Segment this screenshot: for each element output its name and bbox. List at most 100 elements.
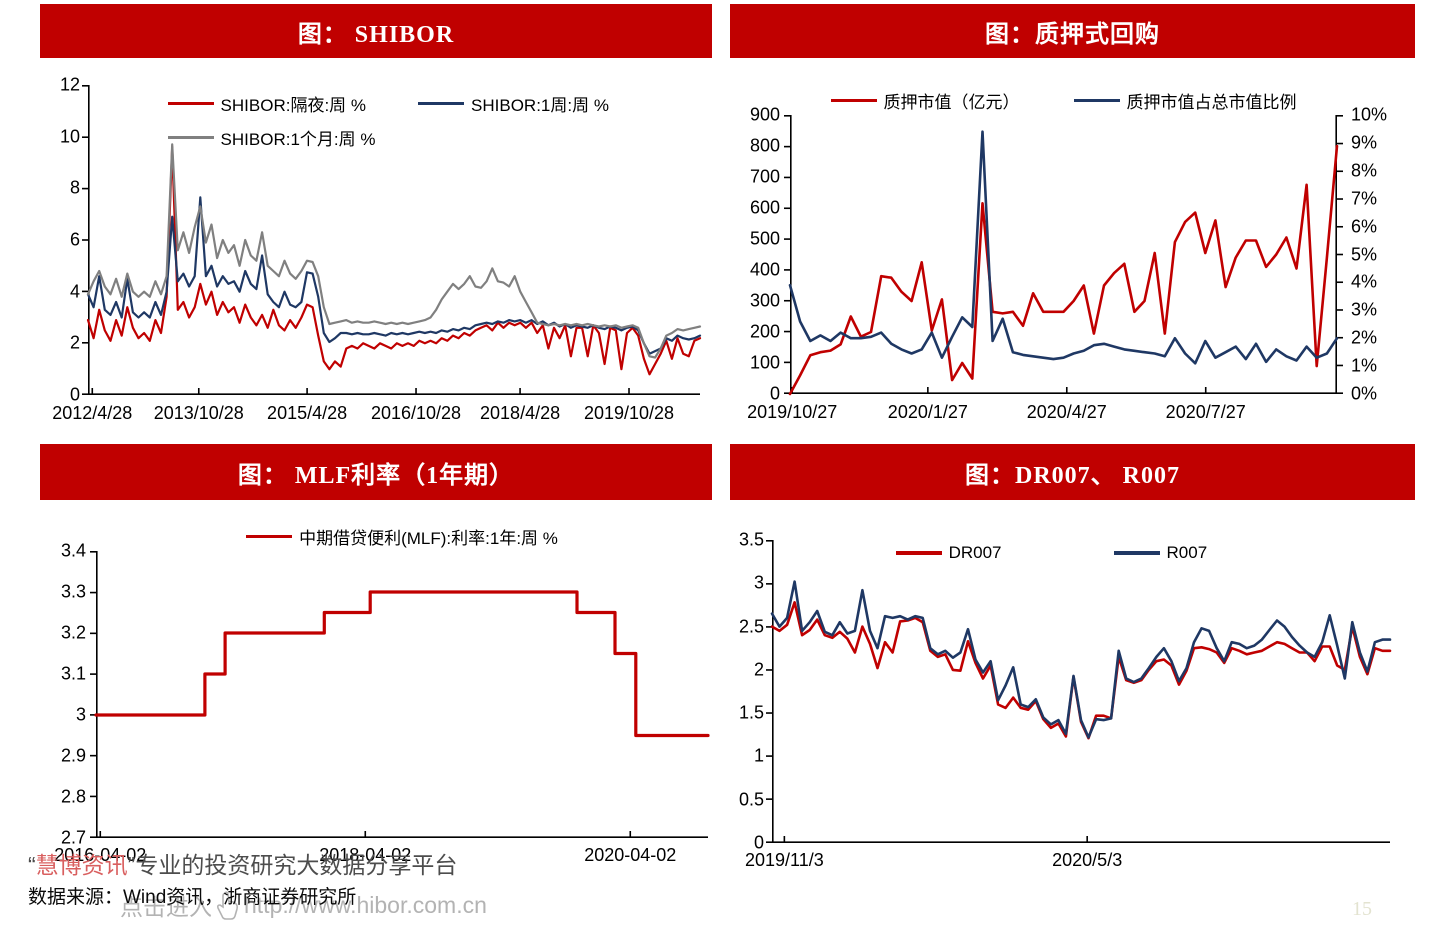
- legend-item: SHIBOR:1周:周 %: [418, 91, 609, 116]
- y-tick-label: 3: [753, 572, 764, 593]
- dr007-legend: DR007 R007: [895, 543, 1207, 563]
- series-line: [788, 144, 1339, 396]
- legend-label: 中期借贷便利(MLF):利率:1年:周 %: [299, 529, 558, 548]
- legend-swatch-line: [1073, 98, 1120, 103]
- shibor-y-axis-labels: 12 10 8 6 4 2 0: [40, 75, 84, 405]
- x-tick-label: 2018-04-02: [319, 845, 412, 865]
- mlf-rate-canvas: [90, 551, 710, 839]
- legend-label: DR007: [948, 543, 1002, 563]
- y-tick-label: 500: [749, 228, 780, 249]
- x-tick-label: 2020/1/27: [887, 402, 968, 422]
- y-tick-label: 4: [69, 281, 80, 302]
- y-tick-label: 3.2: [60, 622, 86, 643]
- legend-swatch-line: [418, 101, 465, 106]
- page-number: 15: [1352, 898, 1372, 920]
- dr007-x-axis-labels: 2019/11/3 2020/5/3: [745, 850, 1390, 874]
- y-tick-label: 0: [769, 383, 780, 404]
- series-line: [770, 580, 1392, 739]
- right-y-tick-label: 7%: [1351, 188, 1378, 209]
- right-y-tick-label: 5%: [1351, 244, 1378, 264]
- y-tick-label: 12: [59, 74, 80, 95]
- legend-item: SHIBOR:1个月:周 %: [167, 125, 376, 150]
- mlf-chart: [90, 551, 710, 839]
- shibor-title-banner: 图： SHIBOR: [40, 4, 712, 58]
- pledged-repo-right-axis-labels: 10% 9% 8% 7% 6% 5% 4% 3% 2% 1% 0%: [1343, 105, 1413, 404]
- series-line: [788, 130, 1339, 365]
- legend-label: SHIBOR:1个月:周 %: [220, 130, 376, 150]
- y-tick-label: 3: [75, 704, 86, 725]
- legend-swatch-line: [1113, 551, 1160, 555]
- hibor-tagline: 专业的投资研究大数据分享平台: [135, 852, 458, 878]
- pledged-repo-title-banner: 图：质押式回购: [730, 4, 1415, 58]
- mlf-x-axis-labels: 2016-04-02 2018-04-02 2020-04-02: [54, 845, 708, 869]
- legend-item: R007: [1113, 543, 1207, 563]
- y-tick-label: 2.7: [60, 827, 86, 848]
- legend-item: 质押市值占总市值比例: [1073, 88, 1297, 113]
- dr007-r007-canvas: [766, 540, 1392, 844]
- legend-label: SHIBOR:1周:周 %: [471, 96, 609, 116]
- shibor-canvas: [82, 85, 702, 396]
- series-line: [86, 145, 702, 376]
- watermark-close-quote: ”: [127, 852, 136, 878]
- pledged-repo-legend: 质押市值（亿元） 质押市值占总市值比例: [790, 88, 1337, 113]
- y-tick-label: 900: [749, 104, 780, 125]
- watermark-open-quote: “: [28, 852, 36, 878]
- legend-item: 质押市值（亿元）: [830, 88, 1020, 113]
- x-tick-label: 2016/10/28: [370, 403, 462, 423]
- dr007-title: 图：DR007、 R007: [965, 462, 1180, 489]
- y-tick-label: 0: [69, 384, 80, 405]
- pledged-repo-chart: [784, 115, 1343, 396]
- panel-pledged-repo: 图：质押式回购 质押市值（亿元） 质押市值占总市值比例 900 800 700 600 5…: [730, 4, 1415, 440]
- legend-swatch-line: [167, 135, 214, 140]
- mlf-title-banner: 图： MLF利率（1年期）: [40, 444, 712, 500]
- right-y-tick-label: 0%: [1351, 383, 1378, 404]
- y-tick-label: 2.5: [738, 616, 764, 637]
- right-y-tick-label: 10%: [1351, 104, 1388, 125]
- y-tick-label: 1: [753, 745, 764, 766]
- pledged-repo-y-axis-labels: 900 800 700 600 500 400 300 200 100 0: [730, 105, 784, 404]
- y-tick-label: 3.3: [60, 581, 86, 602]
- legend-swatch-line: [830, 98, 877, 103]
- x-tick-label: 2019/10/27: [747, 402, 838, 422]
- y-tick-label: 2.8: [60, 786, 86, 807]
- y-tick-label: 100: [749, 352, 780, 373]
- y-tick-label: 800: [749, 135, 780, 156]
- hibor-url-watermark: 点击进入 http://www.hibor.com.cn: [120, 888, 487, 922]
- dr007-chart: DR007 R007: [766, 540, 1392, 844]
- legend-item: SHIBOR:隔夜:周 %: [167, 91, 366, 116]
- y-tick-label: 1.5: [738, 702, 764, 723]
- right-y-tick-label: 2%: [1351, 327, 1378, 348]
- x-tick-label: 2013/10/28: [153, 403, 244, 423]
- y-tick-label: 200: [749, 321, 780, 342]
- right-y-tick-label: 1%: [1351, 355, 1378, 376]
- watermark-action-text: 点击进入: [120, 894, 212, 920]
- y-tick-label: 2: [753, 659, 764, 680]
- x-tick-label: 2020-04-02: [584, 845, 677, 865]
- x-tick-label: 2012/4/28: [52, 403, 133, 423]
- right-y-tick-label: 4%: [1351, 271, 1378, 292]
- shibor-title: 图： SHIBOR: [297, 21, 455, 48]
- y-tick-label: 3.1: [60, 663, 86, 684]
- series-line: [86, 196, 702, 355]
- shibor-x-axis-labels: 2012/4/28 2013/10/28 2015/4/28 2016/10/28 20…: [52, 403, 700, 427]
- y-tick-label: 6: [69, 229, 80, 250]
- hibor-watermark-line: “慧博资讯”专业的投资研究大数据分享平台: [28, 846, 457, 880]
- mlf-title: 图： MLF利率（1年期）: [237, 462, 515, 489]
- legend-swatch-line: [246, 534, 293, 539]
- legend-label: 质押市值占总市值比例: [1126, 93, 1297, 112]
- y-tick-label: 3.4: [60, 540, 86, 561]
- panel-mlf: 图： MLF利率（1年期） 中期借贷便利(MLF):利率:1年:周 % 3.4 3…: [40, 444, 712, 931]
- y-tick-label: 300: [749, 290, 780, 311]
- right-y-tick-label: 3%: [1351, 299, 1378, 320]
- series-line: [86, 143, 702, 359]
- y-tick-label: 10: [59, 126, 80, 147]
- legend-label: 质押市值（亿元）: [883, 93, 1020, 112]
- hand-cursor-icon: [216, 891, 239, 920]
- mlf-legend: 中期借贷便利(MLF):利率:1年:周 %: [96, 524, 708, 549]
- panel-shibor: 图： SHIBOR 12 10 8 6 4 2 0 SHIBOR:隔夜:周 % SHIBOR:…: [40, 4, 712, 440]
- series-line: [94, 590, 710, 738]
- legend-item: DR007: [895, 543, 1002, 563]
- mlf-y-axis-labels: 3.4 3.3 3.2 3.1 3 2.9 2.8 2.7: [42, 541, 90, 848]
- hibor-brand: 慧博资讯: [35, 852, 128, 878]
- y-tick-label: 2.9: [60, 745, 86, 766]
